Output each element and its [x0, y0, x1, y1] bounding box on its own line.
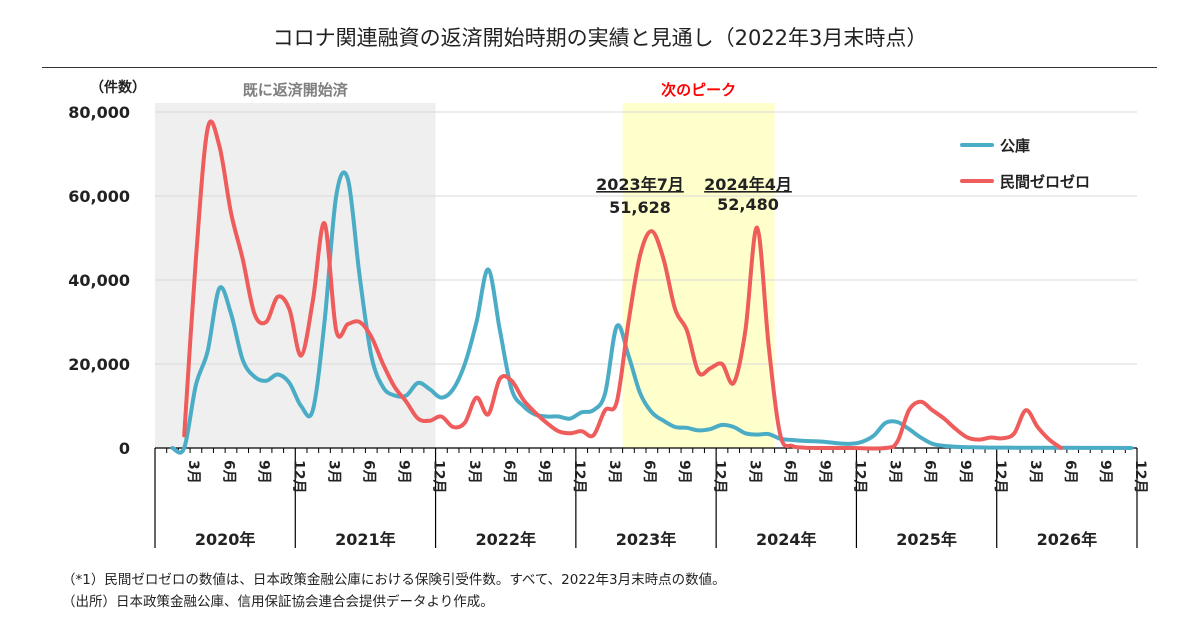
month-tick-label: 9月: [1097, 460, 1113, 484]
title-divider: [42, 67, 1157, 68]
month-tick-label: 6月: [781, 460, 797, 484]
month-tick-label: 12月: [711, 460, 727, 493]
y-tick-label: 40,000: [68, 271, 130, 290]
month-tick-label: 6月: [361, 460, 377, 484]
y-tick-label: 60,000: [68, 187, 130, 206]
month-tick-label: 3月: [185, 460, 201, 484]
year-label: 2023年: [616, 530, 677, 549]
y-tick-label: 80,000: [68, 103, 130, 122]
month-tick-label: 12月: [1132, 460, 1148, 493]
y-axis-label: （件数）: [90, 79, 146, 96]
annotation-value: 51,628: [609, 198, 671, 217]
year-label: 2026年: [1037, 530, 1098, 549]
footnote: （*1）民間ゼロゼロの数値は、日本政策金融公庫における保険引受件数。すべて、20…: [62, 572, 726, 588]
annotation-date: 2023年7月: [596, 175, 684, 194]
month-tick-label: 3月: [466, 460, 482, 484]
month-tick-label: 6月: [922, 460, 938, 484]
month-tick-label: 3月: [1027, 460, 1043, 484]
month-tick-label: 6月: [1062, 460, 1078, 484]
month-tick-label: 12月: [290, 460, 306, 493]
y-tick-labels: 0 20,000 40,000 60,000 80,000: [68, 103, 130, 458]
year-label: 2024年: [756, 530, 817, 549]
month-tick-label: 9月: [536, 460, 552, 484]
month-tick-label: 12月: [571, 460, 587, 493]
month-tick-label: 9月: [255, 460, 271, 484]
year-label: 2022年: [475, 530, 536, 549]
legend-label: 民間ゼロゼロ: [1000, 173, 1090, 191]
series-lines: [170, 119, 1134, 455]
chart-title: コロナ関連融資の返済開始時期の実績と見通し（2022年3月末時点）: [272, 26, 928, 50]
month-tick-label: 9月: [396, 460, 412, 484]
series-line: [170, 170, 1134, 455]
month-tick-label: 3月: [326, 460, 342, 484]
source-note: （出所）日本政策金融公庫、信用保証協会連合会提供データより作成。: [62, 594, 494, 610]
month-tick-label: 6月: [220, 460, 236, 484]
month-tick-label: 9月: [817, 460, 833, 484]
month-tick-label: 9月: [957, 460, 973, 484]
y-tick-label: 0: [119, 439, 130, 458]
month-tick-label: 9月: [676, 460, 692, 484]
year-label: 2025年: [896, 530, 957, 549]
region-label: 次のピーク: [661, 81, 736, 99]
year-label: 2021年: [335, 530, 396, 549]
annotation-value: 52,480: [717, 195, 779, 214]
year-label: 2020年: [195, 530, 256, 549]
region-label: 既に返済開始済: [243, 81, 349, 99]
legend-label: 公庫: [1000, 137, 1030, 155]
month-tick-label: 6月: [641, 460, 657, 484]
month-tick-label: 12月: [431, 460, 447, 493]
month-tick-label: 12月: [992, 460, 1008, 493]
month-tick-label: 3月: [606, 460, 622, 484]
month-tick-label: 3月: [887, 460, 903, 484]
month-tick-label: 3月: [746, 460, 762, 484]
month-tick-label: 12月: [852, 460, 868, 493]
annotation-date: 2024年4月: [704, 175, 792, 194]
shaded-regions: 既に返済開始済 次のピーク: [155, 81, 775, 448]
month-tick-label: 6月: [501, 460, 517, 484]
x-axis: 3月 6月 9月 12月 2020年 3月 6月 9月 12月 2021年 3月 6月 9月 12月 202…: [154, 447, 1148, 549]
y-tick-label: 20,000: [68, 355, 130, 374]
series-line: [182, 119, 1063, 451]
